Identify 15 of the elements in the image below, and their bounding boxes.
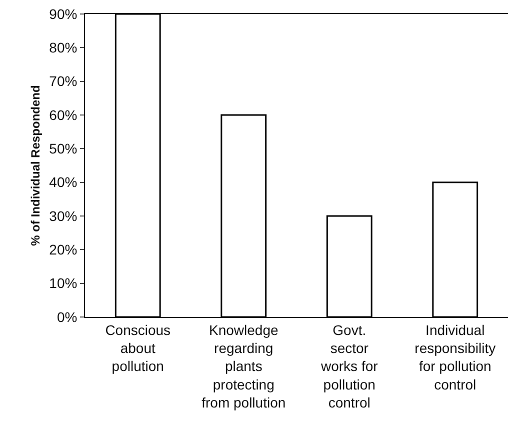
y-tick-label: 10% [49,275,78,292]
y-tick-label: 40% [49,174,78,190]
y-tick-label: 70% [49,73,78,90]
x-tick-label: Individual responsibility for pollution control [414,322,496,392]
y-tick-label: 80% [49,40,78,56]
y-tick-label: 90% [49,6,78,22]
y-tick-label: 30% [49,208,78,224]
y-tick-label: 20% [49,242,78,258]
x-tick-label: Conscious about pollution [105,322,171,374]
y-tick-label: 50% [49,140,78,157]
x-tick-label: Knowledge regarding plants protecting from pollution [202,322,286,411]
x-tick-label: Govt. sector works for pollution control [320,322,378,411]
y-tick-label: 60% [49,106,78,123]
y-axis-title: % of Individual Respondend [28,85,42,246]
y-tick-label: 0% [56,308,78,325]
